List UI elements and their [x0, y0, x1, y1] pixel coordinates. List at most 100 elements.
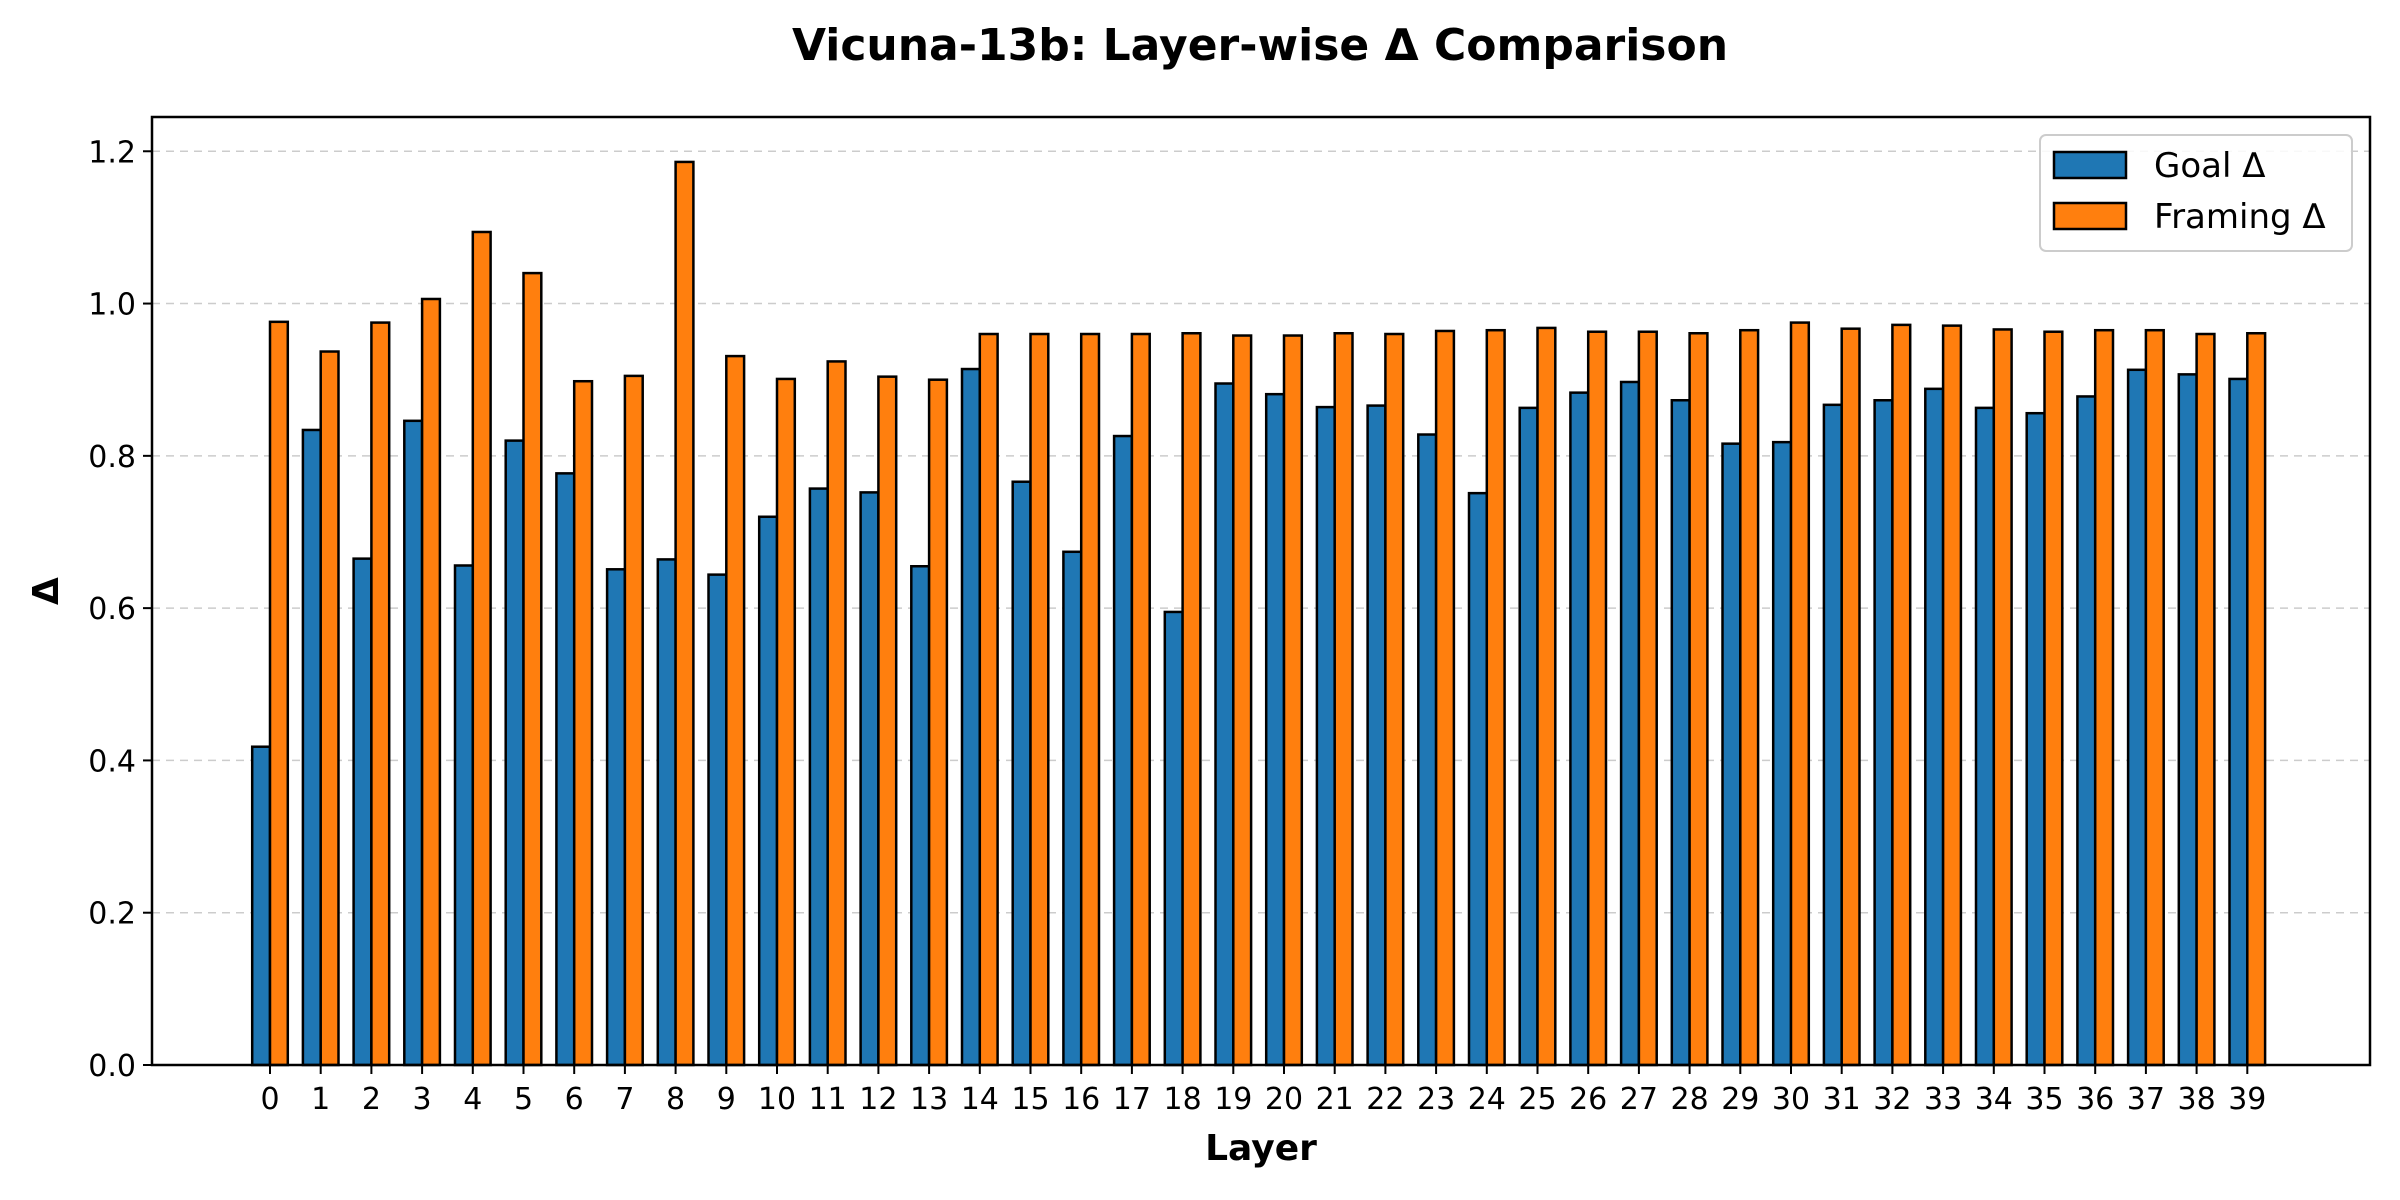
bar-framing-26 — [1586, 330, 1608, 1067]
x-tick-label: 19 — [1214, 1082, 1252, 1117]
bar-framing-15 — [1029, 332, 1050, 1067]
x-tick-label: 26 — [1569, 1082, 1607, 1117]
bar-framing-24 — [1485, 328, 1506, 1067]
bar-framing-28 — [1688, 332, 1709, 1067]
x-tick-label: 31 — [1823, 1082, 1861, 1117]
bar-framing-0 — [268, 320, 290, 1067]
bar-framing-38 — [2195, 332, 2216, 1067]
bar-goal-0 — [250, 745, 272, 1067]
bar-goal-6 — [555, 472, 576, 1067]
bar-framing-25 — [1536, 326, 1557, 1067]
bar-goal-8 — [656, 558, 677, 1067]
bar-framing-2 — [370, 321, 391, 1067]
y-tick-label: 0.6 — [88, 592, 136, 627]
bar-goal-35 — [2025, 411, 2046, 1067]
bar-framing-5 — [522, 271, 543, 1067]
bar-goal-33 — [1924, 387, 1945, 1067]
bar-framing-37 — [2144, 328, 2165, 1067]
bar-goal-5 — [504, 439, 525, 1067]
x-tick-label: 21 — [1316, 1082, 1354, 1117]
x-tick-label: 14 — [961, 1082, 999, 1117]
bar-framing-9 — [725, 354, 746, 1067]
bar-framing-23 — [1434, 329, 1456, 1067]
x-tick-label: 7 — [615, 1082, 634, 1117]
bar-goal-27 — [1619, 380, 1641, 1067]
x-tick-label: 10 — [758, 1082, 796, 1117]
bar-framing-12 — [877, 375, 898, 1067]
x-tick-label: 16 — [1062, 1082, 1100, 1117]
bar-goal-7 — [605, 568, 627, 1067]
bar-framing-16 — [1079, 332, 1101, 1067]
bar-framing-10 — [775, 377, 797, 1067]
bar-goal-16 — [1062, 550, 1083, 1067]
x-tick-label: 28 — [1671, 1082, 1709, 1117]
bar-goal-24 — [1467, 491, 1489, 1067]
bar-framing-34 — [1992, 328, 2013, 1067]
bar-framing-8 — [674, 160, 695, 1067]
bar-framing-7 — [623, 374, 644, 1067]
bar-goal-20 — [1264, 392, 1286, 1067]
bars — [250, 160, 2267, 1067]
bar-goal-36 — [2076, 395, 2097, 1067]
x-tick-label: 29 — [1721, 1082, 1759, 1117]
x-tick-label: 39 — [2228, 1082, 2266, 1117]
bar-framing-36 — [2093, 328, 2115, 1067]
x-tick-label: 20 — [1265, 1082, 1303, 1117]
x-axis-label: Layer — [1205, 1128, 1317, 1169]
bar-framing-17 — [1130, 332, 1151, 1067]
bar-framing-21 — [1333, 332, 1354, 1067]
bar-framing-39 — [2246, 332, 2267, 1067]
bar-goal-30 — [1771, 440, 1793, 1067]
x-tick-label: 22 — [1366, 1082, 1404, 1117]
bar-goal-28 — [1670, 399, 1691, 1067]
bar-framing-1 — [319, 350, 340, 1067]
x-tick-label: 30 — [1772, 1082, 1810, 1117]
x-tick-label: 2 — [362, 1082, 381, 1117]
bar-goal-10 — [757, 515, 779, 1067]
bar-goal-34 — [1974, 406, 1996, 1067]
legend: Goal Δ Framing Δ — [2039, 134, 2353, 252]
bar-goal-18 — [1163, 610, 1184, 1067]
bar-goal-32 — [1873, 399, 1894, 1067]
bar-goal-11 — [808, 487, 829, 1067]
bar-goal-9 — [707, 573, 728, 1067]
bar-goal-3 — [403, 419, 424, 1067]
x-tick-label: 18 — [1164, 1082, 1202, 1117]
bar-framing-3 — [420, 297, 442, 1067]
bar-goal-12 — [859, 491, 880, 1067]
x-axis-ticks: 0 1 2 3 4 5 6 7 8 9 10 11 12 13 14 15 16 17 18 19 20 21 22 23 24… — [260, 1065, 2266, 1117]
legend-swatch-goal — [2052, 150, 2128, 180]
x-tick-label: 1 — [311, 1082, 330, 1117]
bar-goal-31 — [1822, 403, 1843, 1067]
x-tick-label: 37 — [2127, 1082, 2165, 1117]
x-tick-label: 13 — [910, 1082, 948, 1117]
bar-framing-19 — [1232, 334, 1253, 1067]
x-tick-label: 36 — [2076, 1082, 2114, 1117]
x-tick-label: 12 — [859, 1082, 897, 1117]
bar-framing-6 — [572, 379, 594, 1067]
bar-goal-22 — [1366, 404, 1387, 1067]
bar-framing-29 — [1739, 328, 1760, 1067]
legend-label-goal: Goal Δ — [2154, 146, 2266, 186]
x-tick-label: 24 — [1468, 1082, 1506, 1117]
x-tick-label: 35 — [2025, 1082, 2063, 1117]
bar-goal-37 — [2126, 368, 2148, 1067]
plot-frame — [150, 115, 2372, 1067]
bar-framing-13 — [927, 378, 949, 1067]
chart-title: Vicuna-13b: Layer-wise Δ Comparison — [792, 20, 1728, 71]
x-tick-label: 5 — [514, 1082, 533, 1117]
x-tick-label: 6 — [565, 1082, 584, 1117]
legend-label-framing: Framing Δ — [2154, 197, 2326, 237]
y-tick-label: 0.2 — [88, 897, 136, 932]
x-tick-label: 15 — [1011, 1082, 1049, 1117]
bar-goal-26 — [1569, 391, 1590, 1067]
bar-goal-15 — [1011, 480, 1032, 1067]
bar-framing-33 — [1941, 324, 1963, 1067]
bar-framing-18 — [1181, 332, 1202, 1067]
x-tick-label: 25 — [1518, 1082, 1556, 1117]
bar-goal-29 — [1721, 442, 1742, 1067]
bar-framing-4 — [471, 230, 492, 1067]
bar-goal-21 — [1315, 405, 1336, 1067]
bar-goal-17 — [1112, 434, 1134, 1067]
